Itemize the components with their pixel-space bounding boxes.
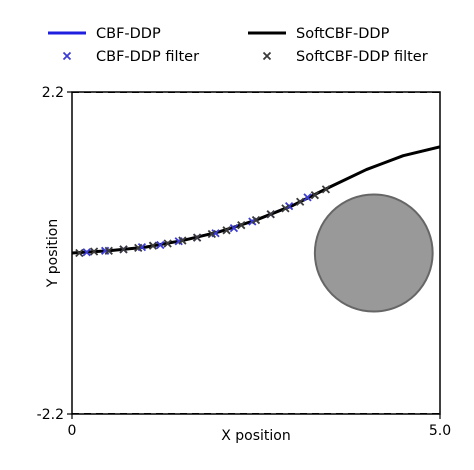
legend: CBF-DDP SoftCBF-DDP CBF-DDP filter SoftCBF-… [48,26,428,65]
point-softcbf-ddp-filter [104,246,113,255]
point-softcbf-ddp-filter [296,197,305,206]
legend-item-softcbf-ddp: SoftCBF-DDP [248,26,390,42]
axes: 0 5.0 2.2 -2.2 [37,85,451,439]
plot-frame [71,91,441,415]
point-cbf-ddp-filter [229,223,239,233]
point-softcbf-ddp-filter [119,245,128,254]
series-cbf-ddp-filter [82,193,312,257]
point-softcbf-ddp-filter [266,210,275,219]
legend-label: CBF-DDP [96,26,161,42]
point-cbf-ddp-filter [82,248,91,257]
y-tick-label: 2.2 [42,85,64,101]
legend-swatch [62,51,72,61]
legend-item-cbf-ddp-filter: CBF-DDP filter [62,49,199,65]
point-softcbf-ddp-filter [163,239,172,248]
point-softcbf-ddp-filter [251,215,261,225]
legend-label: CBF-DDP filter [96,49,199,65]
line-cbf-ddp [72,186,331,255]
point-softcbf-ddp-filter [178,236,187,245]
x-tick-label: 0 [68,423,77,439]
point-cbf-ddp-filter [303,193,312,202]
series-softcbf-ddp-filter [75,185,331,258]
point-softcbf-ddp-filter [281,204,290,213]
legend-swatch [262,51,272,61]
point-cbf-ddp-filter [156,240,165,250]
legend-item-softcbf-ddp-filter: SoftCBF-DDP filter [262,49,428,65]
point-softcbf-ddp-filter [207,229,216,239]
point-softcbf-ddp-filter [310,191,320,200]
point-softcbf-ddp-filter [75,248,84,258]
point-softcbf-ddp-filter [134,243,143,253]
legend-item-cbf-ddp: CBF-DDP [48,26,161,42]
point-softcbf-ddp-filter [321,185,331,194]
point-softcbf-ddp-filter [222,226,231,235]
plot-area [72,92,440,414]
point-softcbf-ddp-filter [148,241,158,250]
point-softcbf-ddp-filter [237,221,246,230]
x-tick-label: 5.0 [429,423,451,439]
y-tick-label: -2.2 [37,407,64,423]
y-axis-label: Y position [45,219,61,288]
series-cbf-ddp [72,186,331,255]
point-softcbf-ddp-filter [192,233,202,242]
x-axis-label: X position [221,428,291,444]
obstacle-circle [313,193,434,313]
legend-label: SoftCBF-DDP filter [296,49,428,65]
legend-label: SoftCBF-DDP [296,26,390,42]
point-softcbf-ddp-filter [89,247,99,256]
